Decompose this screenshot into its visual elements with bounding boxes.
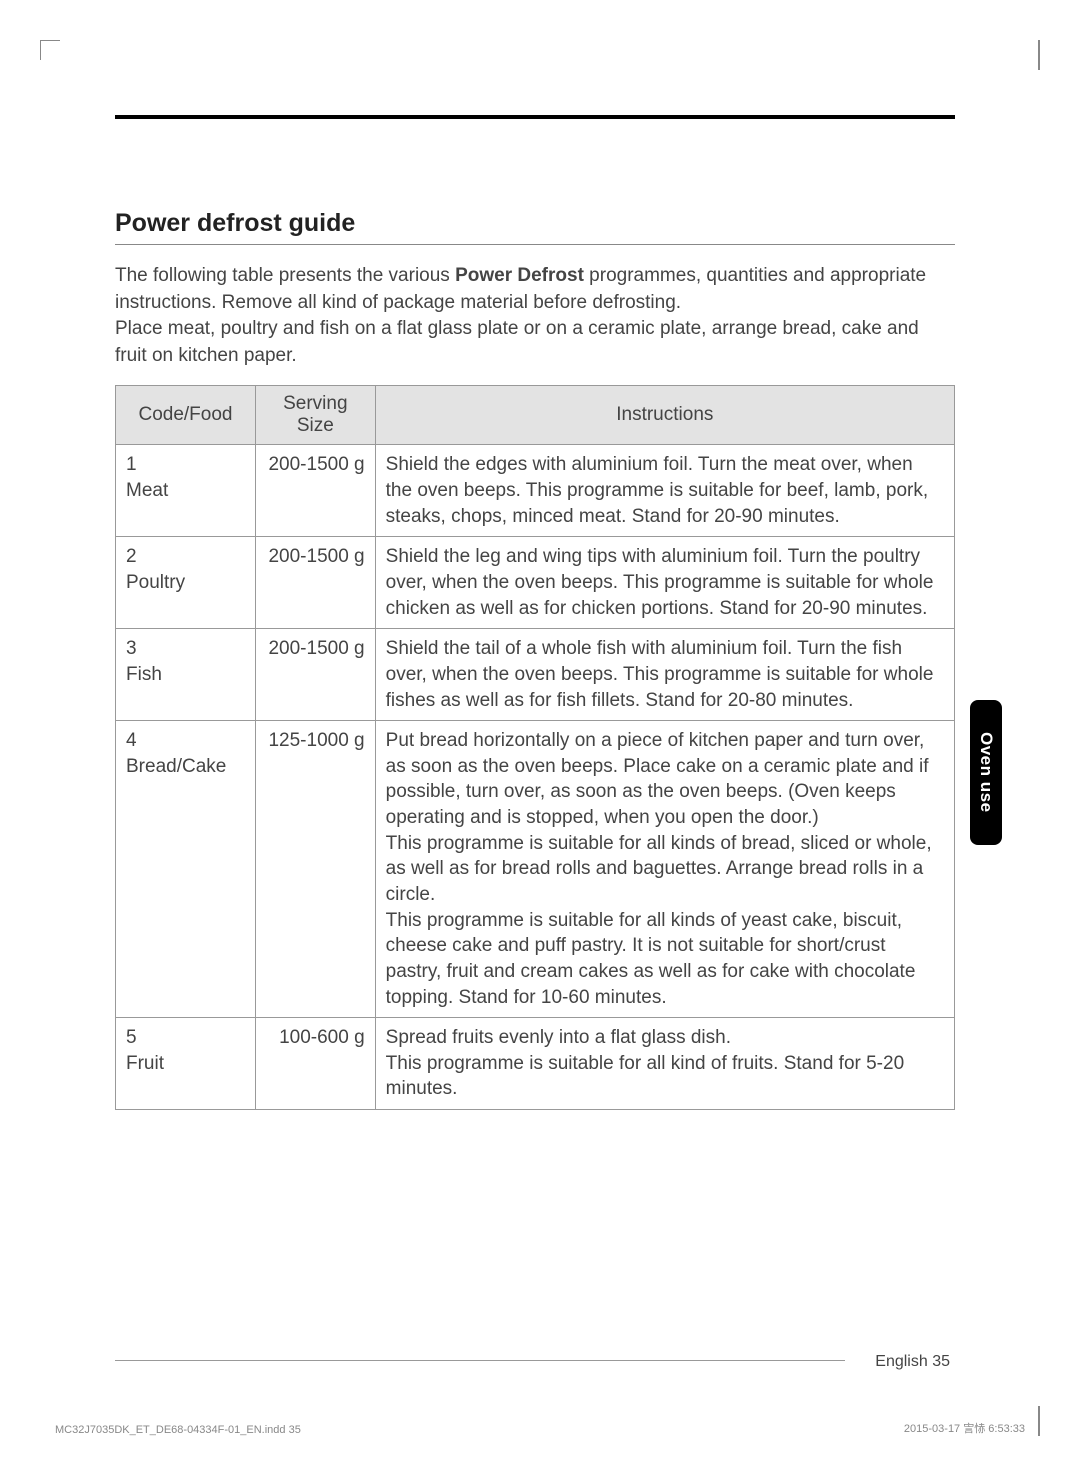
table-row: 4 Bread/Cake 125-1000 g Put bread horizo… — [116, 721, 955, 1018]
cell-serving: 200-1500 g — [256, 445, 376, 537]
crop-mark — [1038, 1406, 1040, 1436]
code-num: 3 — [126, 638, 137, 659]
cell-serving: 125-1000 g — [256, 721, 376, 1018]
cell-instructions: Shield the edges with aluminium foil. Tu… — [375, 445, 954, 537]
col-header-instructions: Instructions — [375, 386, 954, 445]
table-row: 5 Fruit 100-600 g Spread fruits evenly i… — [116, 1018, 955, 1110]
code-name: Poultry — [126, 572, 185, 593]
instr-para: This programme is suitable for all kind … — [386, 1051, 944, 1102]
table-row: 1 Meat 200-1500 g Shield the edges with … — [116, 445, 955, 537]
cell-code: 4 Bread/Cake — [116, 721, 256, 1018]
page-footer: English 35 — [875, 1353, 950, 1371]
code-name: Fruit — [126, 1053, 164, 1074]
cell-instructions: Spread fruits evenly into a flat glass d… — [375, 1018, 954, 1110]
code-num: 2 — [126, 546, 137, 567]
instr-para: Spread fruits evenly into a flat glass d… — [386, 1025, 944, 1051]
col-header-code: Code/Food — [116, 386, 256, 445]
side-tab: Oven use — [970, 700, 1002, 845]
title-underline — [115, 244, 955, 245]
instr-para: This programme is suitable for all kinds… — [386, 831, 944, 908]
cell-serving: 100-600 g — [256, 1018, 376, 1110]
crop-mark — [40, 40, 60, 60]
cell-code: 3 Fish — [116, 629, 256, 721]
table-row: 2 Poultry 200-1500 g Shield the leg and … — [116, 537, 955, 629]
table-row: 3 Fish 200-1500 g Shield the tail of a w… — [116, 629, 955, 721]
footer-page: 35 — [932, 1353, 950, 1370]
instr-para: Put bread horizontally on a piece of kit… — [386, 728, 944, 831]
intro-text: Place meat, poultry and fish on a flat g… — [115, 318, 919, 366]
cell-serving: 200-1500 g — [256, 629, 376, 721]
cell-code: 1 Meat — [116, 445, 256, 537]
cell-code: 2 Poultry — [116, 537, 256, 629]
instr-para: This programme is suitable for all kinds… — [386, 908, 944, 1011]
defrost-table: Code/Food Serving Size Instructions 1 Me… — [115, 385, 955, 1110]
section-title: Power defrost guide — [115, 209, 955, 238]
cell-instructions: Shield the leg and wing tips with alumin… — [375, 537, 954, 629]
cell-instructions: Shield the tail of a whole fish with alu… — [375, 629, 954, 721]
intro-text: The following table presents the various — [115, 265, 455, 286]
cell-serving: 200-1500 g — [256, 537, 376, 629]
code-name: Bread/Cake — [126, 756, 226, 777]
intro-bold: Power Defrost — [455, 265, 584, 286]
footer-lang: English — [875, 1353, 927, 1370]
footer-line — [115, 1360, 845, 1361]
cell-code: 5 Fruit — [116, 1018, 256, 1110]
table-header-row: Code/Food Serving Size Instructions — [116, 386, 955, 445]
code-num: 1 — [126, 454, 137, 475]
intro-paragraph: The following table presents the various… — [115, 263, 955, 369]
col-header-serving: Serving Size — [256, 386, 376, 445]
code-num: 4 — [126, 730, 137, 751]
crop-mark — [1038, 40, 1040, 70]
print-info-left: MC32J7035DK_ET_DE68-04334F-01_EN.indd 35 — [55, 1424, 301, 1436]
cell-instructions: Put bread horizontally on a piece of kit… — [375, 721, 954, 1018]
code-name: Fish — [126, 664, 162, 685]
code-num: 5 — [126, 1027, 137, 1048]
code-name: Meat — [126, 480, 168, 501]
top-rule — [115, 115, 955, 119]
print-info-right: 2015-03-17 㝘㤸 6:53:33 — [904, 1420, 1025, 1436]
